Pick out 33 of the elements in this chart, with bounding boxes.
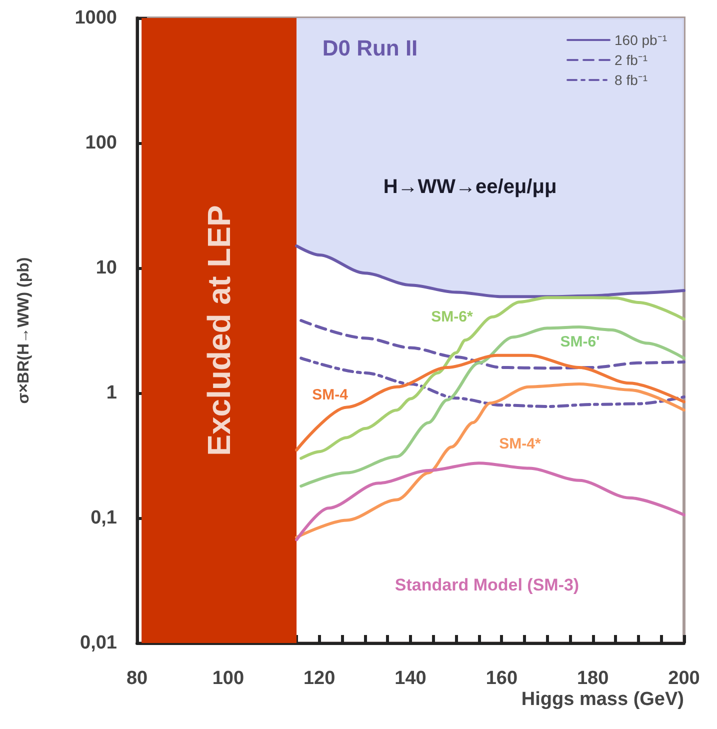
y-tick-label: 1000 <box>74 8 117 28</box>
annotation: Standard Model (SM-3) <box>394 576 580 594</box>
y-tick-label: 0,1 <box>90 508 118 528</box>
annotation: H→WW→ee/eμ/μμ <box>383 176 557 198</box>
y-tick-label: 0,01 <box>80 632 118 654</box>
x-tick-label: 100 <box>212 668 244 689</box>
y-tick-label: 10 <box>96 258 117 278</box>
x-tick-label: 180 <box>576 668 609 689</box>
annotation: D0 Run II <box>322 36 418 60</box>
x-axis-title: Higgs mass (GeV) <box>521 689 684 710</box>
legend-label: 2 fb⁻¹ <box>614 52 648 68</box>
legend-label: 160 pb⁻¹ <box>614 32 668 48</box>
legend-label: 8 fb⁻¹ <box>614 72 648 88</box>
line-series <box>295 354 686 452</box>
y-tick-label: 100 <box>85 132 117 154</box>
annotation: SM-4* <box>499 436 541 452</box>
band-label: Excluded at LEP <box>201 205 238 456</box>
annotation: SM-4 <box>312 386 349 404</box>
x-tick-label: 80 <box>126 668 148 689</box>
annotation: SM-6' <box>560 334 600 350</box>
x-tick-label: 120 <box>303 668 336 689</box>
x-tick-label: 140 <box>394 668 426 689</box>
y-tick-label: 1 <box>106 382 118 404</box>
line-series <box>295 244 686 298</box>
y-axis-title: σ×BR(H→WW) (pb) <box>16 257 32 404</box>
x-tick-label: 200 <box>668 668 700 689</box>
line-series <box>295 462 686 542</box>
line-series <box>300 356 686 408</box>
line-series <box>300 326 686 488</box>
line-series <box>300 296 686 460</box>
line-series <box>295 382 686 539</box>
annotation: SM-6* <box>431 308 473 326</box>
x-tick-label: 160 <box>486 668 518 689</box>
